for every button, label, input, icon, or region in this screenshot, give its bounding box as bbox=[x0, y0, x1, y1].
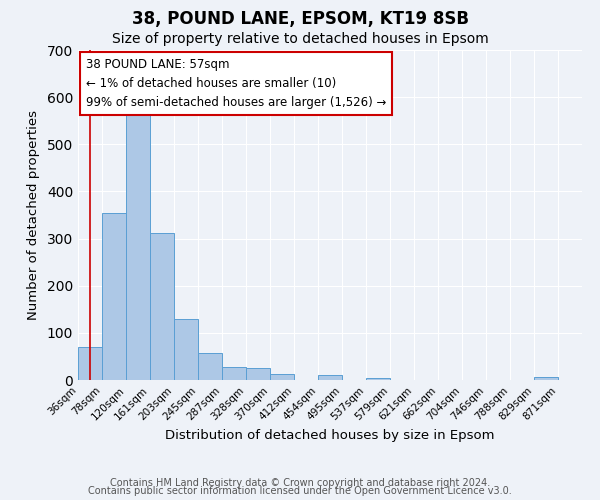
Text: Contains HM Land Registry data © Crown copyright and database right 2024.: Contains HM Land Registry data © Crown c… bbox=[110, 478, 490, 488]
Text: 38, POUND LANE, EPSOM, KT19 8SB: 38, POUND LANE, EPSOM, KT19 8SB bbox=[131, 10, 469, 28]
Text: 38 POUND LANE: 57sqm
← 1% of detached houses are smaller (10)
99% of semi-detach: 38 POUND LANE: 57sqm ← 1% of detached ho… bbox=[86, 58, 386, 110]
Bar bbox=[222, 368, 247, 380]
Bar bbox=[246, 368, 270, 380]
Bar bbox=[102, 212, 126, 380]
Bar bbox=[174, 318, 198, 380]
X-axis label: Distribution of detached houses by size in Epsom: Distribution of detached houses by size … bbox=[165, 428, 495, 442]
Text: Contains public sector information licensed under the Open Government Licence v3: Contains public sector information licen… bbox=[88, 486, 512, 496]
Bar bbox=[150, 233, 174, 380]
Bar bbox=[198, 352, 222, 380]
Bar bbox=[534, 376, 558, 380]
Bar bbox=[366, 378, 390, 380]
Bar bbox=[78, 347, 102, 380]
Text: Size of property relative to detached houses in Epsom: Size of property relative to detached ho… bbox=[112, 32, 488, 46]
Y-axis label: Number of detached properties: Number of detached properties bbox=[27, 110, 40, 320]
Bar bbox=[270, 374, 294, 380]
Bar bbox=[126, 112, 151, 380]
Bar bbox=[318, 376, 343, 380]
